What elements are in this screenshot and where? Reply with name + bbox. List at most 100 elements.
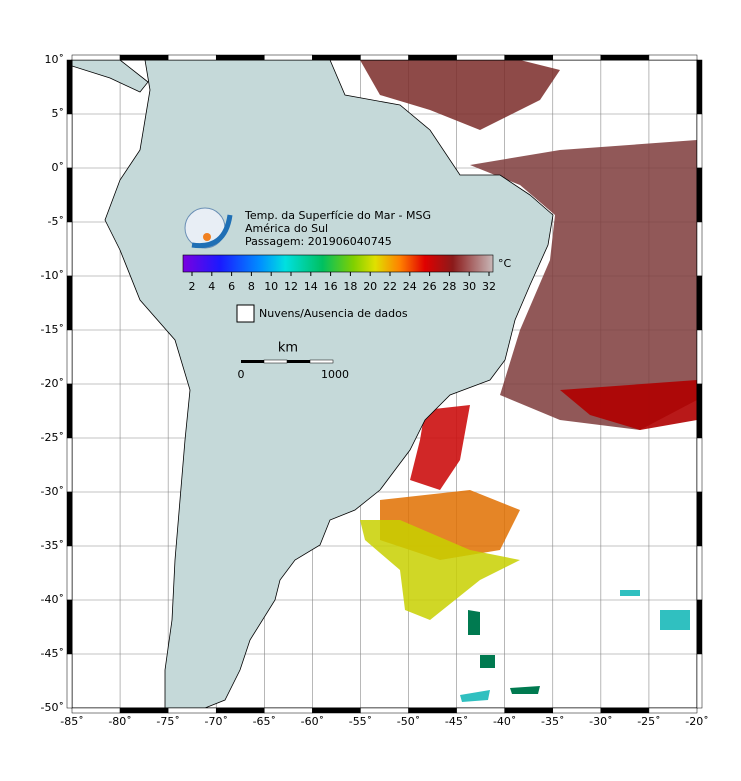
lon-tick-label: -25˚ xyxy=(637,715,660,728)
sst-yellow xyxy=(360,520,520,620)
lon-tick-label: -45˚ xyxy=(445,715,468,728)
lat-tick-label: -45˚ xyxy=(41,647,64,660)
frame-segment xyxy=(504,54,554,61)
sst-green xyxy=(468,610,540,694)
frame-segment xyxy=(696,383,703,439)
lon-tick-label: -50˚ xyxy=(397,715,420,728)
frame-segment xyxy=(456,54,505,61)
lat-tick-label: 10˚ xyxy=(45,53,65,66)
frame-segment xyxy=(264,54,313,61)
frame-segment xyxy=(360,54,409,61)
frame-segment xyxy=(66,275,73,331)
colorbar-tick-label: 6 xyxy=(228,280,235,293)
lat-tick-label: -25˚ xyxy=(41,431,64,444)
frame-segment xyxy=(696,275,703,331)
frame-segment xyxy=(264,707,313,714)
frame-segment xyxy=(66,383,73,439)
lat-tick-label: 0˚ xyxy=(52,161,65,174)
frame-segment xyxy=(456,707,505,714)
logo xyxy=(184,207,233,249)
lon-tick-label: -70˚ xyxy=(204,715,227,728)
scale-unit: km xyxy=(278,341,298,356)
sst-teal xyxy=(460,590,690,702)
frame-segment xyxy=(66,329,73,385)
lat-tick-label: -50˚ xyxy=(41,701,64,714)
frame-segment xyxy=(312,54,361,61)
frame-segment xyxy=(360,707,409,714)
lat-tick-label: -30˚ xyxy=(41,485,64,498)
colorbar xyxy=(182,254,494,273)
lat-tick-label: -15˚ xyxy=(41,323,64,336)
lon-tick-label: -40˚ xyxy=(493,715,516,728)
frame-segment xyxy=(696,653,703,709)
frame-segment xyxy=(71,707,121,714)
frame-segment xyxy=(600,54,650,61)
frame-segment xyxy=(119,707,169,714)
colorbar-tick-label: 10 xyxy=(264,280,278,293)
title-line: Passagem: 201906040745 xyxy=(245,235,392,248)
colorbar-tick-label: 12 xyxy=(284,280,298,293)
title-line: Temp. da Superfície do Mar - MSG xyxy=(244,209,431,222)
legend-label: Nuvens/Ausencia de dados xyxy=(259,307,408,320)
sst-north xyxy=(360,60,560,130)
frame-segment xyxy=(66,59,73,115)
frame-segment xyxy=(696,221,703,277)
lon-tick-label: -65˚ xyxy=(253,715,276,728)
colorbar-tick-label: 26 xyxy=(423,280,437,293)
legend-swatch xyxy=(236,304,255,323)
frame-segment xyxy=(66,113,73,169)
sst-equatorial xyxy=(470,140,697,430)
scalebar xyxy=(241,359,334,364)
frame-segment xyxy=(312,707,361,714)
frame-segment xyxy=(600,707,650,714)
frame-segment xyxy=(696,329,703,385)
frame-segment xyxy=(408,707,457,714)
frame-segment xyxy=(66,653,73,709)
colorbar-tick-label: 22 xyxy=(383,280,397,293)
lon-tick-label: -30˚ xyxy=(589,715,612,728)
colorbar-tick-label: 4 xyxy=(208,280,215,293)
land xyxy=(104,60,554,708)
frame-segment xyxy=(66,545,73,601)
axis-ticks: -85˚ -80˚ -75˚ -70˚ -65˚ -60˚ -55˚ -50˚ -45˚ -40˚… xyxy=(41,53,709,728)
frame-segment xyxy=(552,54,602,61)
lat-tick-label: -35˚ xyxy=(41,539,64,552)
lat-tick-label: -40˚ xyxy=(41,593,64,606)
title-line: América do Sul xyxy=(245,222,328,235)
colorbar-tick-label: 28 xyxy=(442,280,456,293)
frame-segment xyxy=(648,54,698,61)
frame-segment xyxy=(696,545,703,601)
frame-segment xyxy=(696,491,703,547)
frame-segment xyxy=(408,54,457,61)
frame-segment xyxy=(504,707,554,714)
lat-tick-label: -10˚ xyxy=(41,269,64,282)
lon-tick-label: -75˚ xyxy=(156,715,179,728)
lon-tick-label: -60˚ xyxy=(301,715,324,728)
frame-segment xyxy=(696,599,703,655)
frame-segment xyxy=(66,437,73,493)
colorbar-tick-label: 2 xyxy=(189,280,196,293)
lon-tick-label: -35˚ xyxy=(541,715,564,728)
colorbar-unit: °C xyxy=(498,257,512,270)
frame-segment xyxy=(215,707,265,714)
colorbar-tick-label: 24 xyxy=(403,280,417,293)
frame-segment xyxy=(66,221,73,277)
colorbar-tick-label: 18 xyxy=(343,280,357,293)
sst-warm xyxy=(560,380,697,430)
frame-segment xyxy=(696,437,703,493)
sst-layer xyxy=(360,60,697,702)
lon-tick-label: -85˚ xyxy=(60,715,83,728)
scale-start: 0 xyxy=(238,368,245,381)
lon-tick-label: -20˚ xyxy=(685,715,708,728)
frame-segment xyxy=(66,599,73,655)
frame-segment xyxy=(71,54,121,61)
sst-south-brazil xyxy=(410,405,470,490)
colorbar-ticks: 2 4 6 8 10 12 14 16 18 20 22 24 26 28 30 32 xyxy=(189,272,496,293)
frame-segment xyxy=(167,54,217,61)
colorbar-tick-label: 32 xyxy=(482,280,496,293)
colorbar-tick-label: 14 xyxy=(304,280,318,293)
lat-tick-label: 5˚ xyxy=(52,107,65,120)
frame-segment xyxy=(119,54,169,61)
colorbar-tick-label: 16 xyxy=(324,280,338,293)
